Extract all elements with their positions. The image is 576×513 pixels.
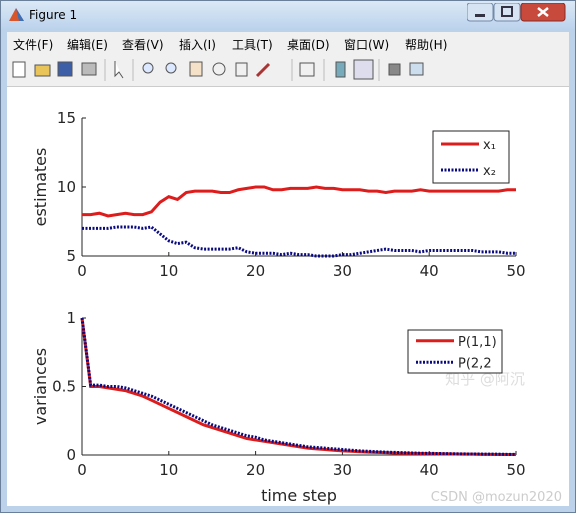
x-tick-label: 50	[506, 262, 525, 280]
legend-label: P(1,1)	[458, 335, 497, 350]
legend-box	[432, 130, 510, 184]
y-tick-label: 5	[66, 247, 76, 265]
y-tick-label: 0	[66, 446, 76, 464]
series-line	[82, 225, 516, 258]
watermark: 知乎 @阿沉	[445, 370, 525, 388]
legend-label: x₂	[483, 164, 496, 179]
x-tick-label: 40	[420, 262, 439, 280]
x-tick-label: 40	[420, 461, 439, 479]
x-tick-label: 10	[159, 461, 178, 479]
y-axis-label: variances	[31, 348, 50, 425]
y-axis-label: estimates	[31, 148, 50, 227]
series-line	[82, 185, 516, 218]
menu-item[interactable]: 窗口(W)	[344, 38, 390, 52]
legend-label: P(2,2	[458, 356, 492, 371]
toolbar	[7, 54, 569, 87]
legend: P(1,1) P(2,2	[407, 329, 503, 374]
y-tick-label: 1	[66, 309, 76, 327]
y-tick-label: 10	[57, 178, 76, 196]
x-tick-label: 30	[333, 461, 352, 479]
x-tick-label: 0	[77, 461, 87, 479]
x-tick-label: 50	[506, 461, 525, 479]
menu-item[interactable]: 工具(T)	[232, 38, 273, 52]
menu-item[interactable]: 帮助(H)	[405, 38, 448, 52]
x-axis-label: time step	[261, 486, 337, 505]
figure-area: 知乎 @阿沉 CSDN @mozun2020 0 10 20 30 40 50 5 10 15 est…	[7, 87, 569, 506]
x-tick-label: 0	[77, 262, 87, 280]
legend-label: x₁	[483, 138, 496, 153]
toolbar-icons	[12, 59, 424, 81]
legend: x₁ x₂	[432, 130, 510, 184]
menu-item[interactable]: 编辑(E)	[67, 38, 108, 52]
series-line	[80, 317, 516, 456]
title-bar: Figure 1	[1, 1, 575, 29]
tool-icons[interactable]	[12, 59, 424, 81]
x-tick-label: 10	[159, 262, 178, 280]
y-tick-label: 0.5	[52, 378, 76, 396]
x-tick-label: 30	[333, 262, 352, 280]
maximize-button[interactable]	[493, 3, 521, 22]
menu-item[interactable]: 插入(I)	[179, 38, 216, 52]
menu-item[interactable]: 桌面(D)	[287, 38, 330, 52]
minimize-button[interactable]	[467, 3, 494, 22]
window-buttons	[467, 3, 566, 22]
menu-item[interactable]: 文件(F)	[13, 38, 54, 52]
x-tick-label: 20	[246, 461, 265, 479]
window-title: Figure 1	[29, 8, 78, 22]
menu-bar: 文件(F) 编辑(E) 查看(V) 插入(I) 工具(T) 桌面(D) 窗口(W) 帮助(H)	[7, 32, 569, 54]
legend-box	[407, 329, 503, 374]
watermark: CSDN @mozun2020	[431, 490, 562, 505]
y-tick-label: 15	[57, 109, 76, 127]
x-tick-label: 20	[246, 262, 265, 280]
app-icon	[9, 8, 24, 21]
menu-item[interactable]: 查看(V)	[122, 38, 164, 52]
